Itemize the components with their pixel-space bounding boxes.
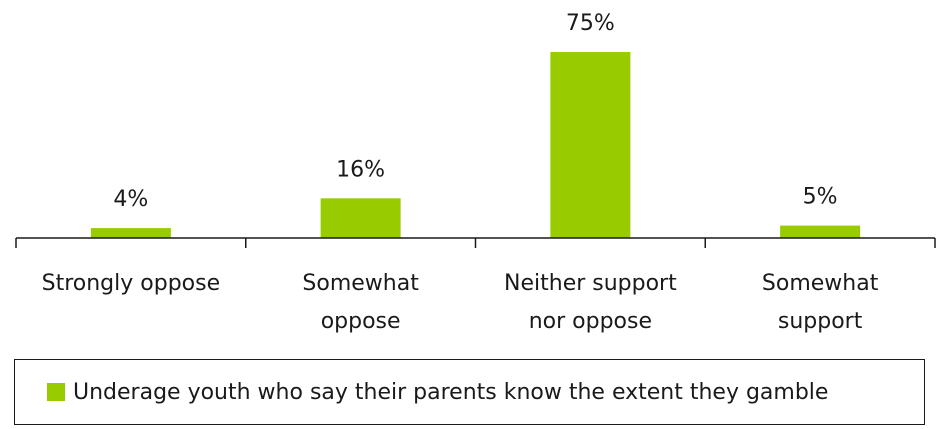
bar — [321, 198, 401, 238]
chart-legend: Underage youth who say their parents kno… — [14, 359, 925, 425]
bar — [780, 226, 860, 238]
bar-value-label: 5% — [803, 185, 838, 210]
x-axis-ticks — [16, 238, 935, 248]
category-label: support — [778, 309, 863, 334]
legend-series-label: Underage youth who say their parents kno… — [73, 380, 828, 405]
category-label: Somewhat — [762, 271, 879, 296]
bar-value-label: 75% — [566, 11, 615, 36]
x-axis-category-labels: Strongly oppose Somewhat oppose Neither sup… — [42, 271, 879, 334]
category-label: Somewhat — [302, 271, 419, 296]
bar-chart: 4% 16% 75% 5% Strongly oppose Somewhat oppose… — [0, 0, 939, 355]
category-label: Neither support — [504, 271, 677, 296]
bar — [91, 228, 171, 238]
bar — [550, 52, 630, 238]
bar-value-label: 16% — [336, 157, 385, 182]
bar-value-label: 4% — [113, 187, 148, 212]
data-labels-group: 4% 16% 75% 5% — [113, 11, 837, 212]
category-label: nor oppose — [529, 309, 652, 334]
category-label: Strongly oppose — [42, 271, 221, 296]
category-label: oppose — [321, 309, 401, 334]
bars-group — [91, 52, 860, 238]
legend-swatch — [47, 383, 65, 401]
